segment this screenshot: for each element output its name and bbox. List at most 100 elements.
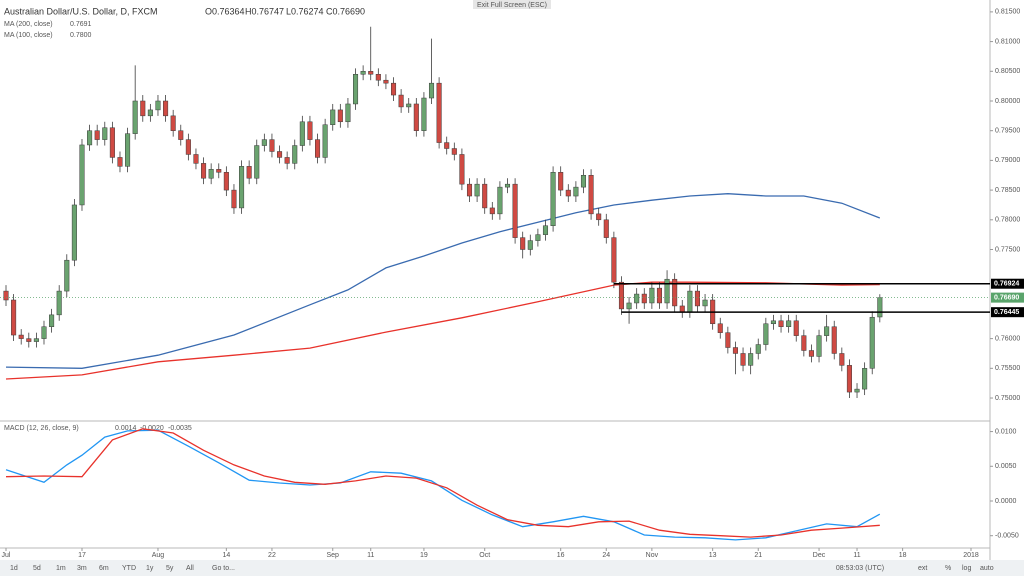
range-button[interactable]: 5d bbox=[33, 565, 41, 572]
y-tick-label: 0.79000 bbox=[995, 157, 1020, 164]
candle-body bbox=[261, 139, 267, 146]
candle-body bbox=[337, 109, 343, 123]
exit-label[interactable]: Exit Full Screen (ESC) bbox=[477, 2, 547, 9]
range-button[interactable]: 1m bbox=[56, 565, 66, 572]
candle-body bbox=[64, 259, 70, 292]
candle-body bbox=[801, 335, 807, 351]
x-tick-label: 14 bbox=[222, 552, 230, 559]
candle-body bbox=[360, 71, 366, 75]
candle-body bbox=[315, 139, 321, 158]
clock: 08:53:03 (UTC) bbox=[836, 565, 884, 572]
exit-button[interactable] bbox=[473, 0, 551, 9]
x-tick-label: 22 bbox=[268, 552, 276, 559]
candle-body bbox=[345, 103, 351, 123]
candle-body bbox=[125, 133, 131, 167]
scale-option[interactable]: log bbox=[962, 565, 971, 572]
candle-body bbox=[292, 145, 298, 164]
scale-option[interactable]: % bbox=[945, 565, 951, 572]
x-tick-label: 17 bbox=[78, 552, 86, 559]
candle-body bbox=[3, 290, 9, 301]
x-tick-label: Nov bbox=[646, 552, 659, 559]
candle-body bbox=[117, 157, 123, 167]
candle-body bbox=[869, 316, 875, 369]
y-tick-label: 0.79500 bbox=[995, 128, 1020, 135]
x-tick-label: Jul bbox=[2, 552, 11, 559]
candle-body bbox=[398, 94, 404, 108]
y-tick-label: 0.75500 bbox=[995, 365, 1020, 372]
candle-body bbox=[482, 183, 488, 209]
candle-body bbox=[702, 299, 708, 307]
candle-body bbox=[307, 121, 313, 140]
range-button[interactable]: 1d bbox=[10, 565, 18, 572]
candle-body bbox=[277, 151, 283, 158]
candle-body bbox=[322, 124, 328, 158]
y-tick-label: 0.81000 bbox=[995, 38, 1020, 45]
range-button[interactable]: 6m bbox=[99, 565, 109, 572]
indicator-line bbox=[5, 429, 881, 541]
candle-body bbox=[740, 353, 746, 366]
candle-body bbox=[672, 278, 678, 307]
candle-body bbox=[269, 139, 275, 152]
candle-body bbox=[140, 100, 146, 117]
ohlc-open: O0.76364 bbox=[205, 6, 245, 16]
candle-body bbox=[216, 169, 222, 173]
candle-body bbox=[383, 79, 389, 84]
candle-body bbox=[846, 365, 852, 393]
candle-body bbox=[466, 183, 473, 197]
candle-body bbox=[504, 183, 511, 188]
candle-body bbox=[839, 353, 845, 366]
symbol-title: Australian Dollar/U.S. Dollar, D, FXCM bbox=[4, 6, 158, 16]
candle-body bbox=[185, 139, 191, 155]
candle-body bbox=[626, 302, 632, 310]
range-button[interactable]: 1y bbox=[146, 565, 154, 572]
x-tick-label: 21 bbox=[754, 552, 762, 559]
candle-body bbox=[687, 290, 693, 313]
indicator-line bbox=[5, 281, 880, 380]
candle-body bbox=[428, 82, 435, 99]
candle-body bbox=[550, 172, 556, 226]
ohlc-low: L0.76274 bbox=[286, 6, 324, 16]
candle-body bbox=[763, 323, 769, 345]
candle-body bbox=[246, 166, 252, 179]
x-tick-label: Oct bbox=[479, 552, 490, 559]
candle-body bbox=[816, 335, 822, 357]
candle-body bbox=[109, 127, 115, 158]
candle-body bbox=[26, 338, 32, 342]
scale-option[interactable]: auto bbox=[980, 565, 994, 572]
range-button[interactable]: YTD bbox=[122, 565, 136, 572]
y-tick-label: 0.78000 bbox=[995, 217, 1020, 224]
candle-body bbox=[71, 204, 77, 261]
candle-body bbox=[49, 314, 55, 327]
candle-body bbox=[193, 154, 199, 164]
candle-body bbox=[18, 334, 24, 339]
candle-body bbox=[474, 183, 480, 197]
y-tick-label: 0.81500 bbox=[995, 9, 1020, 16]
goto[interactable]: Go to... bbox=[212, 565, 235, 572]
range-button[interactable]: 3m bbox=[77, 565, 87, 572]
candle-body bbox=[786, 320, 792, 327]
range-button[interactable]: 5y bbox=[166, 565, 174, 572]
x-tick-label: 2018 bbox=[963, 552, 979, 559]
candle-body bbox=[353, 74, 359, 105]
candle-body bbox=[512, 183, 518, 238]
candle-body bbox=[596, 213, 602, 221]
candle-body bbox=[854, 388, 860, 393]
candle-body bbox=[459, 154, 465, 185]
candle-body bbox=[79, 144, 85, 206]
candle-body bbox=[375, 74, 381, 81]
x-tick-label: 11 bbox=[367, 552, 374, 559]
scale-option[interactable]: ext bbox=[918, 565, 927, 572]
candle-body bbox=[732, 347, 738, 354]
x-tick-label: Dec bbox=[813, 552, 826, 559]
candle-body bbox=[565, 189, 571, 197]
x-tick-label: 18 bbox=[899, 552, 907, 559]
signal-value: -0.0035 bbox=[168, 425, 192, 432]
indicator-line bbox=[5, 428, 880, 538]
candle-body bbox=[656, 287, 662, 304]
candle-body bbox=[877, 297, 883, 318]
x-tick-label: 11 bbox=[853, 552, 860, 559]
candle-body bbox=[611, 237, 617, 283]
range-button[interactable]: All bbox=[186, 565, 194, 572]
candle-body bbox=[330, 109, 336, 126]
candle-body bbox=[778, 320, 784, 327]
